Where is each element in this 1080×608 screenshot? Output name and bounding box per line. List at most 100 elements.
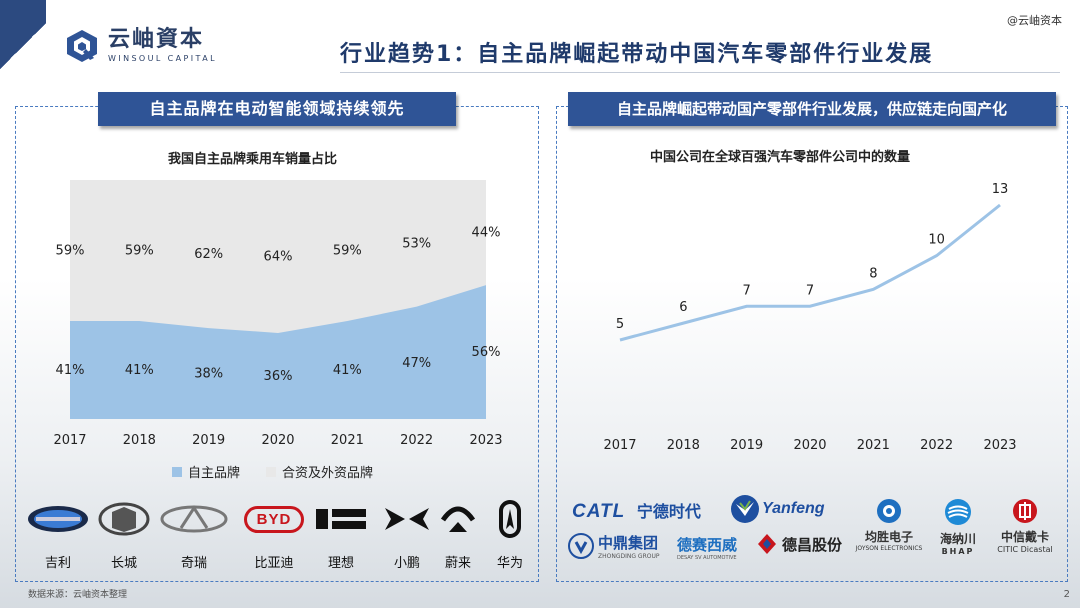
yanfeng-icon	[731, 495, 759, 523]
data-label-count: 5	[616, 317, 624, 332]
x-tick-label: 2017	[603, 438, 636, 453]
bhap-cn: 海纳川	[939, 532, 976, 546]
bhap-logo: 海纳川 BHAP	[932, 498, 984, 556]
data-label-domestic: 41%	[125, 363, 154, 378]
byd-logo-text: BYD	[243, 505, 305, 533]
li-auto-logo	[301, 497, 381, 541]
data-label-foreign: 59%	[125, 244, 154, 259]
line-series-count	[619, 203, 1001, 342]
joyson-icon	[877, 499, 901, 523]
share-area-chart: 41% 41% 38% 36% 41% 47% 56% 59% 59% 62% 64% 59% 53% 4…	[53, 180, 503, 481]
zhongding-icon	[568, 533, 594, 559]
data-label-domestic: 38%	[194, 367, 223, 382]
x-tick-label: 2019	[730, 438, 763, 453]
citic-icon	[1013, 499, 1037, 523]
data-label-foreign: 59%	[56, 244, 85, 259]
brand-label: 小鹏	[393, 556, 421, 571]
data-label-count: 13	[992, 182, 1009, 197]
desay-logo: 德赛西威 DESAY SV AUTOMOTIVE	[677, 534, 737, 561]
brand-label: 比亚迪	[254, 556, 294, 571]
left-panel-banner: 自主品牌在电动智能领域持续领先	[98, 92, 456, 126]
catl-cn: 宁德时代	[636, 502, 701, 521]
right-chart-title: 中国公司在全球百强汽车零部件公司中的数量	[650, 150, 911, 165]
data-label-count: 6	[679, 300, 687, 315]
yanfeng-name: Yanfeng	[762, 500, 825, 517]
data-label-count: 7	[806, 283, 814, 298]
x-tick-label: 2021	[857, 438, 890, 453]
chery-logo	[154, 497, 234, 541]
zhongding-en: ZHONGDING GROUP	[598, 553, 660, 560]
x-tick-label: 2023	[469, 433, 502, 448]
zhongding-cn: 中鼎集团	[598, 534, 659, 552]
catl-logo: CATL 宁德时代	[572, 498, 701, 523]
legend-label-domestic: 自主品牌	[188, 465, 240, 481]
desay-en: DESAY SV AUTOMOTIVE	[677, 555, 737, 561]
data-label-count: 7	[743, 283, 751, 298]
data-label-domestic: 41%	[56, 363, 85, 378]
dechang-cn: 德昌股份	[782, 535, 843, 554]
xpeng-logo	[367, 497, 447, 541]
bhap-en: BHAP	[941, 547, 975, 556]
yanfeng-logo: Yanfeng	[730, 494, 825, 524]
data-label-domestic: 41%	[333, 363, 362, 378]
bhap-icon	[945, 499, 971, 525]
data-label-count: 8	[869, 266, 877, 281]
joyson-en: JOYSON ELECTRONICS	[855, 545, 923, 552]
x-tick-label: 2022	[400, 433, 433, 448]
brand-label: 华为	[496, 556, 524, 571]
x-tick-label: 2018	[667, 438, 700, 453]
x-tick-label: 2020	[261, 433, 294, 448]
dechang-logo: 德昌股份	[756, 532, 842, 556]
nio-logo	[418, 497, 498, 541]
corner-decoration	[0, 0, 46, 92]
logo-chinese-name: 云岫資本	[108, 27, 205, 52]
winsoul-logo-icon	[67, 30, 97, 62]
desay-cn: 德赛西威	[677, 536, 738, 554]
page-number: 2	[1063, 589, 1070, 600]
data-label-domestic: 47%	[402, 356, 431, 371]
brand-label: 蔚来	[444, 556, 472, 571]
geely-logo	[18, 497, 98, 541]
data-source-note: 数据来源：云岫资本整理	[28, 590, 128, 600]
brand-label: 理想	[327, 556, 355, 571]
top100-line-chart: 5 6 7 7 8 10 13 2017 2018 2019 2020 2021 2022 2023	[603, 182, 1016, 453]
logo-english-name: WINSOUL CAPITAL	[108, 54, 217, 63]
brand-label: 长城	[110, 556, 138, 571]
x-tick-label: 2019	[192, 433, 225, 448]
watermark: @云岫资本	[1007, 14, 1062, 27]
data-label-domestic: 56%	[472, 345, 501, 360]
right-panel-banner: 自主品牌崛起带动国产零部件行业发展，供应链走向国产化	[568, 92, 1056, 126]
data-label-foreign: 53%	[402, 236, 431, 251]
brand-label: 奇瑞	[180, 556, 208, 571]
legend-swatch-domestic	[172, 467, 182, 477]
joyson-logo: 均胜电子 JOYSON ELECTRONICS	[855, 498, 923, 552]
dechang-icon	[758, 534, 776, 554]
x-tick-label: 2017	[53, 433, 86, 448]
data-label-domestic: 36%	[264, 369, 293, 384]
zhongding-logo: 中鼎集团 ZHONGDING GROUP	[568, 532, 659, 560]
catl-en: CATL	[572, 501, 626, 522]
citic-logo: 中信戴卡 CITIC Dicastal	[990, 498, 1060, 554]
page-title: 行业趋势1：自主品牌崛起带动中国汽车零部件行业发展	[340, 42, 934, 67]
x-tick-label: 2023	[983, 438, 1016, 453]
great-wall-logo	[84, 497, 164, 541]
huawei-aito-logo	[470, 497, 550, 541]
brand-label: 吉利	[44, 556, 72, 571]
joyson-cn: 均胜电子	[864, 530, 913, 544]
data-label-foreign: 44%	[472, 226, 501, 241]
company-logo: 云岫資本 WINSOUL CAPITAL	[64, 28, 217, 64]
x-tick-label: 2022	[920, 438, 953, 453]
byd-logo: BYD	[234, 497, 314, 541]
data-label-foreign: 59%	[333, 244, 362, 259]
legend-label-foreign: 合资及外资品牌	[282, 465, 373, 481]
left-chart-title: 我国自主品牌乘用车销量占比	[168, 152, 338, 167]
data-label-count: 10	[928, 233, 945, 248]
citic-cn: 中信戴卡	[1000, 530, 1049, 544]
data-label-foreign: 64%	[264, 249, 293, 264]
citic-en: CITIC Dicastal	[997, 545, 1053, 554]
legend-swatch-foreign	[266, 467, 276, 477]
x-tick-label: 2021	[331, 433, 364, 448]
data-label-foreign: 62%	[194, 247, 223, 262]
title-divider	[340, 72, 1060, 73]
x-tick-label: 2018	[123, 433, 156, 448]
